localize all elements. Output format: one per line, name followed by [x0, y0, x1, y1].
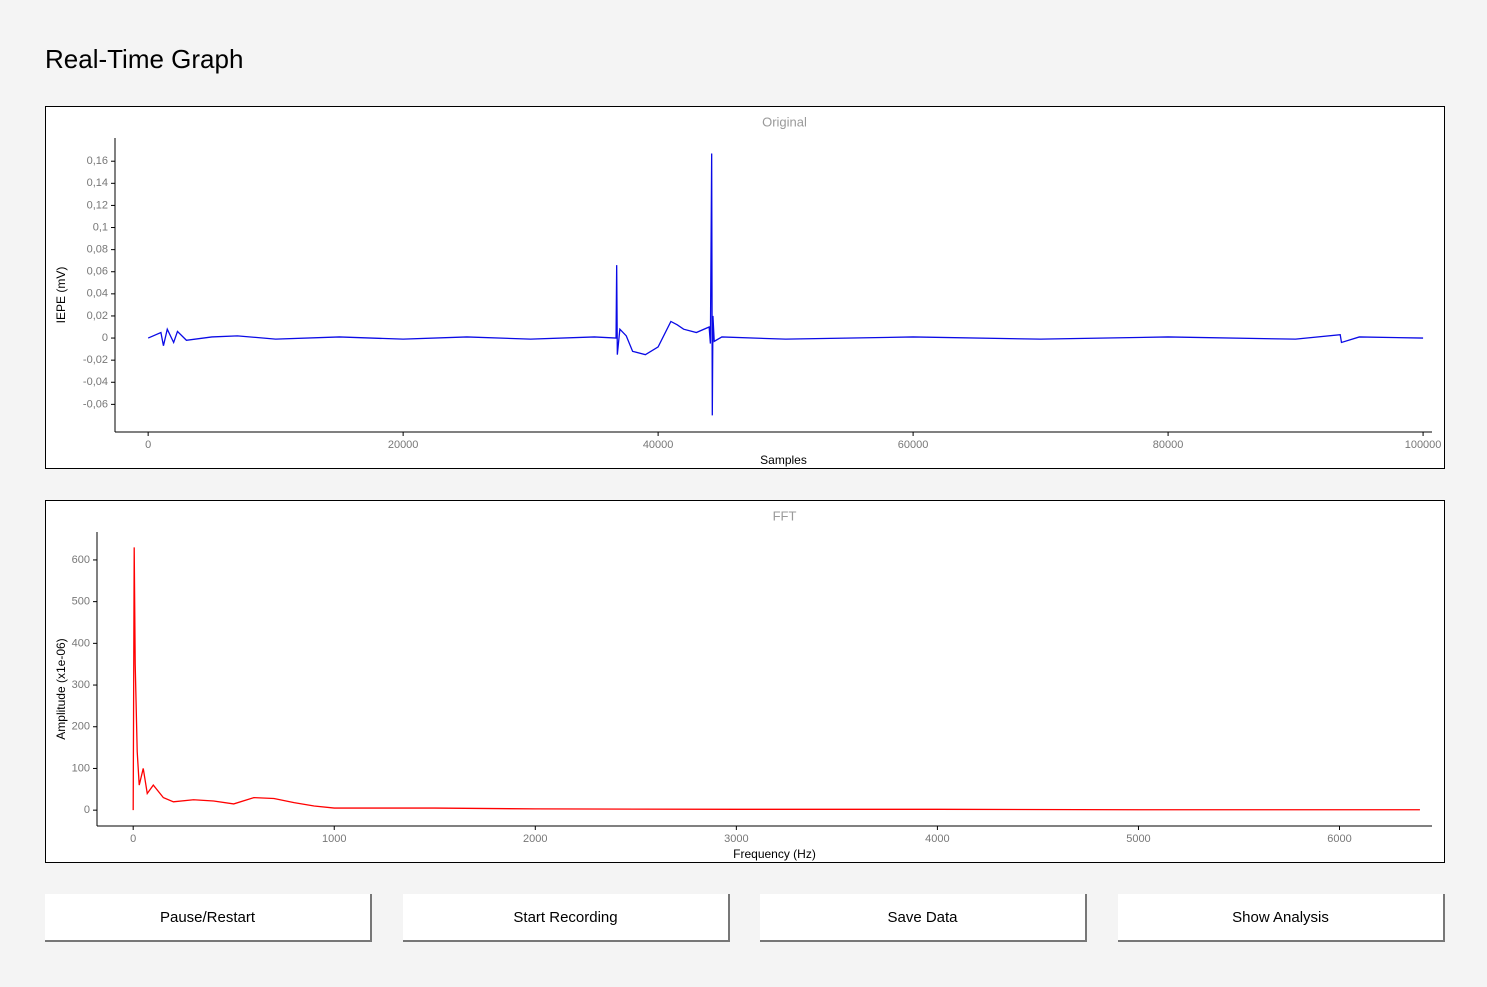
button[interactable]: Start Recording — [403, 894, 730, 942]
y-tick-label: -0,04 — [83, 376, 108, 388]
page-title: Real-Time Graph — [45, 44, 243, 74]
y-tick-label: 100 — [72, 762, 90, 774]
x-tick-label: 3000 — [724, 833, 748, 845]
x-tick-label: 5000 — [1126, 833, 1150, 845]
y-tick-label: 0 — [84, 804, 90, 816]
x-tick-label: 0 — [145, 439, 151, 451]
data-line — [147, 153, 1424, 416]
y-tick-label: 0,08 — [87, 244, 108, 256]
x-tick-label: 4000 — [925, 833, 949, 845]
button[interactable]: Save Data — [760, 894, 1087, 942]
panel — [45, 500, 1445, 863]
y-tick-label: 0,12 — [87, 199, 108, 211]
x-tick-label: 2000 — [523, 833, 547, 845]
x-tick-label: 60000 — [898, 439, 929, 451]
y-tick-label: 500 — [72, 596, 90, 608]
panel — [45, 106, 1445, 469]
data-line — [132, 547, 1420, 811]
x-tick-label: 80000 — [1153, 439, 1184, 451]
x-tick-label: 20000 — [388, 439, 419, 451]
x-axis-label: Samples — [760, 453, 807, 467]
y-tick-label: 300 — [72, 679, 90, 691]
button[interactable]: Pause/Restart — [45, 894, 372, 942]
y-tick-label: 0,06 — [87, 266, 108, 278]
x-tick-label: 40000 — [643, 439, 674, 451]
y-tick-label: 0,14 — [87, 177, 108, 189]
y-tick-label: -0,02 — [83, 354, 108, 366]
y-axis-label: IEPE (mV) — [54, 267, 68, 324]
chart-title: Original — [762, 114, 807, 129]
y-tick-label: 0,04 — [87, 288, 108, 300]
x-tick-label: 6000 — [1327, 833, 1351, 845]
x-tick-label: 0 — [130, 833, 136, 845]
y-tick-label: 200 — [72, 721, 90, 733]
y-tick-label: 0,1 — [93, 221, 108, 233]
y-tick-label: 600 — [72, 554, 90, 566]
button[interactable]: Show Analysis — [1118, 894, 1445, 942]
y-tick-label: 0 — [102, 332, 108, 344]
x-tick-label: 1000 — [322, 833, 346, 845]
y-tick-label: 0,16 — [87, 155, 108, 167]
x-axis-label: Frequency (Hz) — [733, 847, 816, 861]
y-axis-label: Amplitude (x1e-06) — [54, 638, 68, 739]
chart-title: FFT — [773, 508, 797, 523]
y-tick-label: -0,06 — [83, 398, 108, 410]
y-tick-label: 0,02 — [87, 310, 108, 322]
x-tick-label: 100000 — [1405, 439, 1442, 451]
y-tick-label: 400 — [72, 637, 90, 649]
